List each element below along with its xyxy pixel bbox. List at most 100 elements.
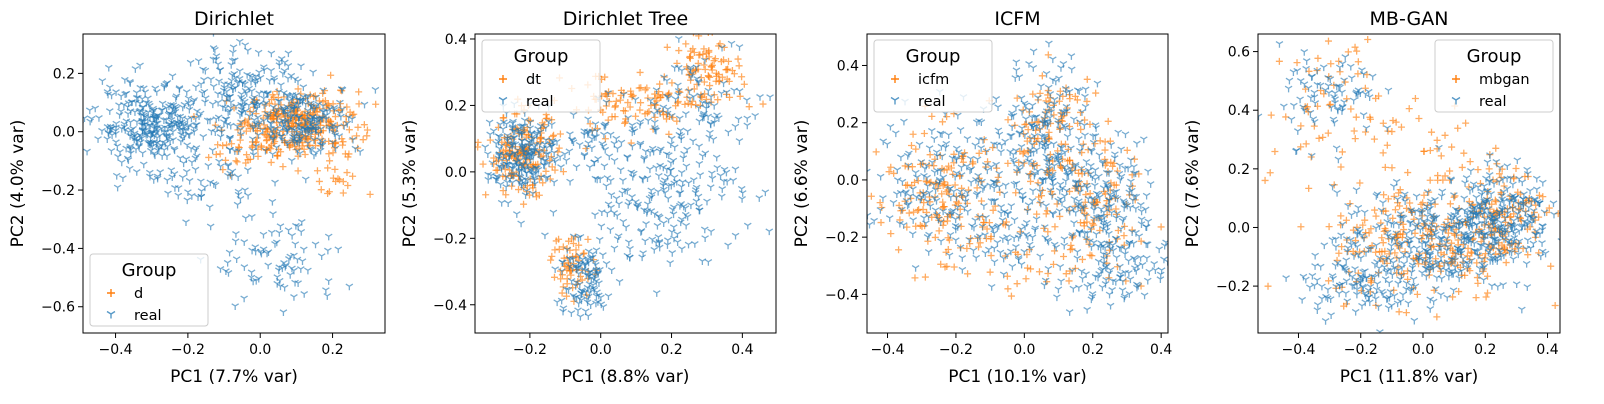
point-real	[1067, 66, 1076, 74]
point-real	[165, 103, 173, 111]
point-real	[125, 165, 134, 173]
point-real	[1412, 193, 1421, 201]
point-icfm	[1004, 116, 1012, 124]
point-real	[612, 195, 621, 203]
point-real	[526, 119, 535, 127]
legend-marker-d	[107, 289, 115, 297]
point-dt	[686, 53, 694, 61]
point-real	[594, 299, 602, 306]
point-d	[343, 103, 351, 111]
point-real	[1112, 254, 1121, 262]
point-dt	[700, 78, 708, 86]
point-real	[695, 143, 703, 151]
point-real	[1071, 161, 1080, 169]
point-real	[272, 144, 281, 152]
point-dt	[626, 103, 634, 111]
point-real	[915, 141, 924, 149]
point-real	[1432, 231, 1440, 239]
point-real	[1022, 231, 1031, 239]
point-real	[1071, 184, 1080, 192]
point-real	[1405, 240, 1414, 248]
point-icfm	[1051, 247, 1059, 255]
point-real	[1393, 300, 1402, 308]
point-icfm	[914, 177, 922, 185]
point-real	[1010, 217, 1019, 224]
point-real	[591, 121, 600, 128]
point-real	[263, 91, 272, 98]
point-real	[761, 189, 770, 197]
point-real	[923, 174, 931, 182]
point-real	[975, 213, 984, 221]
point-real	[619, 91, 628, 99]
point-real	[567, 310, 576, 317]
point-real	[1077, 268, 1086, 276]
point-dt	[551, 166, 559, 174]
point-icfm	[1092, 89, 1100, 97]
point-real	[685, 88, 694, 96]
point-real	[1298, 296, 1307, 304]
legend-marker-icfm	[891, 75, 899, 83]
point-real	[1343, 248, 1352, 256]
point-real	[934, 180, 943, 188]
point-real	[237, 109, 246, 117]
point-mbgan	[1381, 163, 1389, 171]
point-real	[232, 231, 240, 238]
point-real	[1406, 288, 1415, 295]
point-d	[346, 108, 354, 116]
point-icfm	[1038, 192, 1046, 200]
point-real	[987, 283, 996, 291]
point-real	[687, 202, 695, 210]
point-real	[87, 115, 96, 123]
point-real	[1503, 185, 1512, 193]
point-real	[228, 72, 237, 80]
point-real	[1143, 255, 1151, 263]
point-dt	[708, 61, 716, 69]
point-mbgan	[1350, 127, 1358, 135]
point-real	[1058, 185, 1067, 193]
point-real	[1515, 227, 1524, 235]
point-real	[1093, 80, 1102, 88]
point-real	[248, 213, 256, 221]
point-real	[247, 78, 255, 86]
point-icfm	[1034, 134, 1042, 142]
y-tick-label: 0.2	[837, 116, 859, 132]
point-real	[1120, 293, 1129, 301]
point-real	[698, 258, 707, 266]
point-real	[1401, 198, 1409, 206]
point-real	[1049, 182, 1058, 190]
point-real	[1503, 163, 1512, 171]
point-real	[1442, 239, 1450, 247]
point-real	[1131, 205, 1140, 213]
point-real	[1133, 281, 1141, 289]
point-d	[219, 142, 227, 150]
point-mbgan	[1364, 35, 1372, 43]
point-real	[584, 116, 592, 124]
point-real	[548, 143, 556, 151]
point-real	[151, 85, 160, 93]
point-real	[183, 197, 192, 205]
point-real	[1427, 219, 1436, 226]
x-axis-label: PC1 (10.1% var)	[948, 367, 1086, 387]
point-d	[270, 115, 278, 123]
point-icfm	[943, 113, 951, 121]
point-real	[1395, 222, 1403, 229]
point-real	[595, 236, 604, 244]
point-real	[312, 122, 320, 130]
point-mbgan	[1378, 248, 1386, 256]
point-real	[1010, 235, 1018, 242]
point-real	[107, 147, 116, 155]
point-real	[316, 147, 325, 155]
point-d	[260, 130, 268, 138]
point-real	[990, 259, 999, 266]
point-real	[1483, 159, 1492, 167]
y-tick-label: 0.4	[837, 58, 859, 74]
point-dt	[555, 144, 563, 152]
legend-title: Group	[122, 260, 177, 281]
point-icfm	[976, 239, 984, 247]
point-real	[201, 99, 209, 107]
point-mbgan	[1492, 198, 1500, 206]
point-dt	[552, 237, 560, 245]
point-real	[1389, 183, 1398, 191]
point-real	[673, 231, 682, 238]
